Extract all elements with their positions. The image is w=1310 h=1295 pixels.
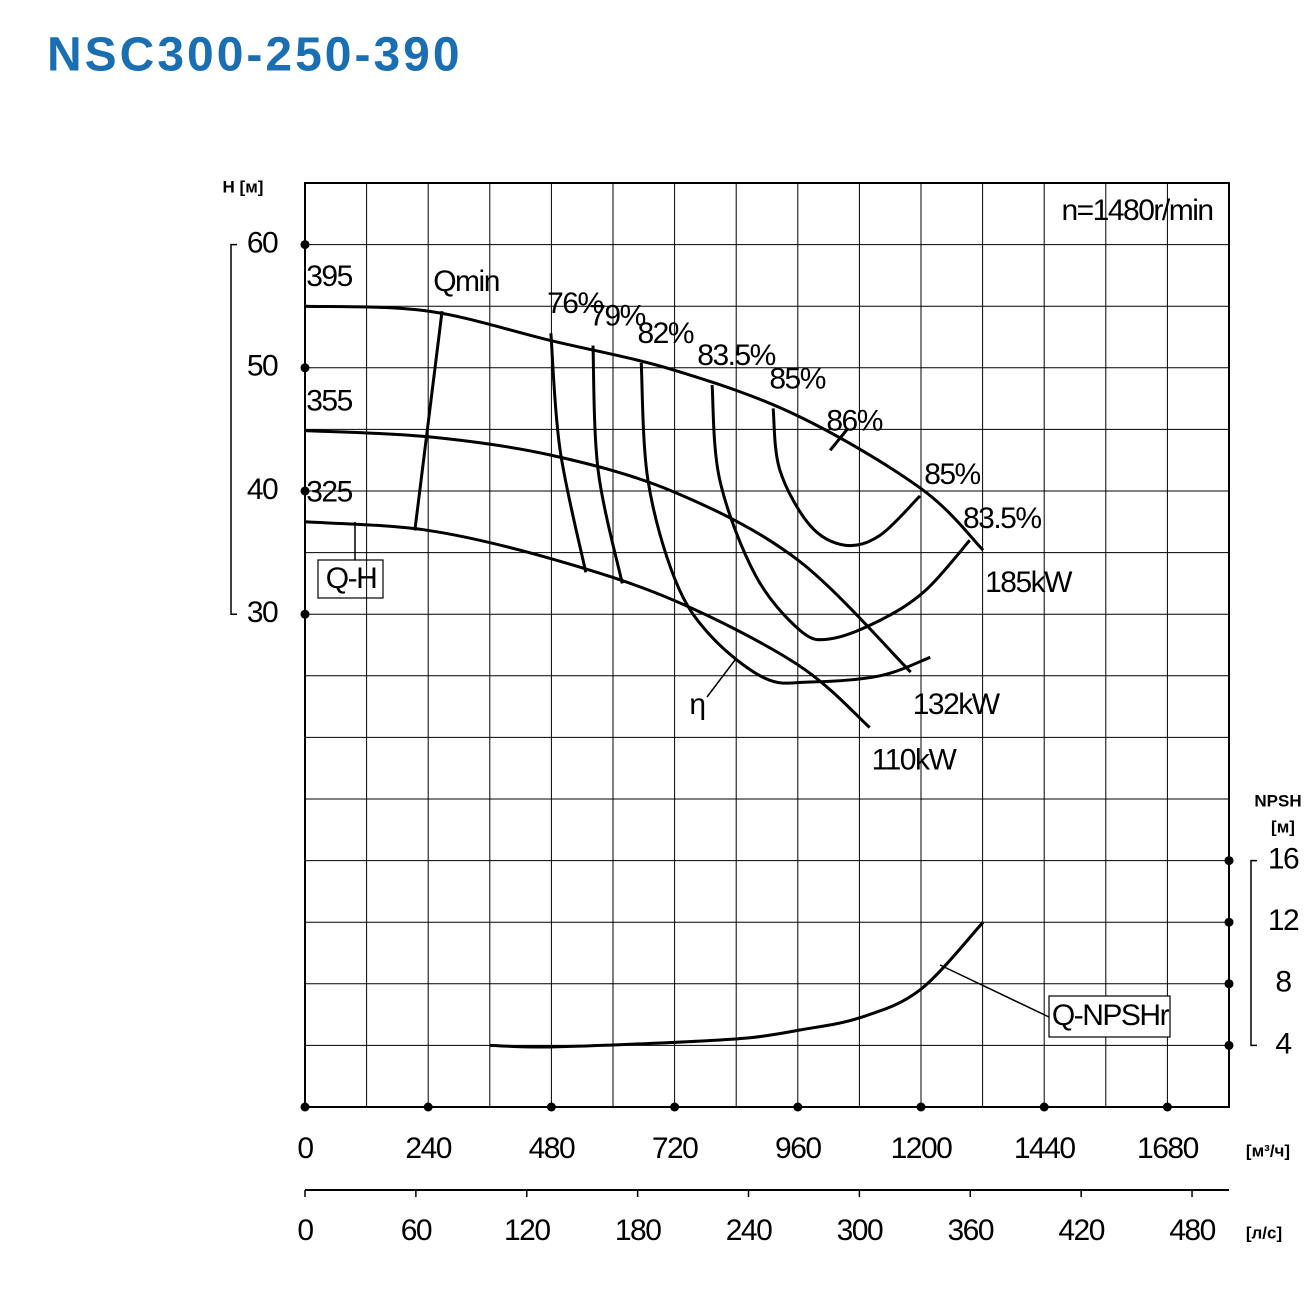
series-label: 355 (306, 385, 352, 418)
series-end-label: 85% (924, 458, 980, 491)
y-tick-dot (300, 240, 310, 250)
curve (304, 429, 912, 674)
x-tick-dot (300, 1102, 310, 1112)
y-tick-dot (300, 486, 310, 496)
x2-axis-label: [л/с] (1246, 1223, 1282, 1242)
eta-leader (706, 659, 736, 698)
series-label: 395 (306, 260, 352, 293)
y2-axis-label: NPSH (1254, 791, 1301, 810)
curve (549, 333, 588, 573)
y2-tick-dot (1224, 856, 1234, 866)
power-label: 132kW (913, 688, 1001, 721)
series-label: 83.5% (697, 339, 775, 372)
curve (639, 362, 931, 685)
series-label: 79% (589, 300, 645, 333)
y-tick-label: 30 (247, 596, 278, 629)
x-tick-label: 720 (652, 1132, 698, 1165)
curve (710, 384, 971, 642)
y2-axis-bracket (1250, 859, 1257, 1047)
y2-axis-unit: [м] (1271, 817, 1295, 836)
series-label: Qmin (433, 265, 499, 298)
qh-box (317, 559, 384, 599)
x-tick-dot (423, 1102, 433, 1112)
power-label: 110kW (872, 743, 958, 776)
y2-tick-label: 8 (1275, 966, 1291, 999)
series-label: 82% (637, 317, 693, 350)
x-tick-label: 1200 (891, 1132, 953, 1165)
curve (304, 520, 871, 729)
power-label: 185kW (985, 566, 1073, 599)
series-label: 76% (547, 287, 603, 320)
series-label: 86% (826, 404, 882, 437)
speed-annotation: n=1480r/min (1061, 194, 1212, 227)
x-tick-dot (793, 1102, 803, 1112)
y-tick-label: 40 (247, 473, 278, 506)
y-axis-bracket (230, 243, 237, 615)
x2-tick-label: 180 (615, 1214, 661, 1247)
y2-tick-label: 4 (1275, 1027, 1291, 1060)
x2-tick-label: 480 (1169, 1214, 1215, 1247)
x-tick-label: 240 (405, 1132, 451, 1165)
x-tick-label: 0 (297, 1132, 313, 1165)
x2-tick-label: 60 (401, 1214, 432, 1247)
series-label: Q-NPSHr (1052, 999, 1170, 1032)
x-tick-label: 1440 (1014, 1132, 1076, 1165)
x-tick-label: 480 (529, 1132, 575, 1165)
series-label: 325 (306, 476, 352, 509)
curve (591, 345, 624, 584)
y2-tick-dot (1224, 1040, 1234, 1050)
series-end-label: 83.5% (963, 502, 1041, 535)
x-tick-dot (1162, 1102, 1172, 1112)
y2-tick-label: 12 (1268, 904, 1299, 937)
x-tick-dot (546, 1102, 556, 1112)
series-label: 85% (769, 362, 825, 395)
y-tick-dot (300, 609, 310, 619)
y-axis-label: H [м] (223, 177, 264, 196)
eta-label: η (689, 688, 704, 721)
y2-tick-dot (1224, 979, 1234, 989)
x-tick-label: 960 (775, 1132, 821, 1165)
x2-tick-label: 300 (837, 1214, 883, 1247)
curve (413, 310, 444, 531)
curve (304, 304, 985, 552)
x2-tick-label: 120 (504, 1214, 550, 1247)
npsh-leader (939, 964, 1050, 1018)
x2-tick-label: 240 (726, 1214, 772, 1247)
x-tick-label: 1680 (1137, 1132, 1199, 1165)
curve (489, 921, 985, 1049)
x-axis-label: [м³/ч] (1246, 1141, 1290, 1160)
y-tick-label: 50 (247, 350, 278, 383)
qh-label: Q-H (326, 562, 377, 595)
x-tick-dot (1039, 1102, 1049, 1112)
npsh-box (1048, 995, 1171, 1038)
y-tick-label: 60 (247, 227, 278, 260)
y2-tick-label: 16 (1268, 843, 1299, 876)
curve (828, 427, 850, 452)
x-tick-dot (670, 1102, 680, 1112)
y2-tick-dot (1224, 917, 1234, 927)
curve (771, 408, 922, 548)
chart-title: NSC300-250-390 (47, 29, 463, 82)
x-tick-dot (916, 1102, 926, 1112)
x2-tick-label: 0 (297, 1214, 313, 1247)
x2-tick-label: 360 (947, 1214, 993, 1247)
plot-frame (304, 182, 1230, 1108)
x2-tick-label: 420 (1058, 1214, 1104, 1247)
y-tick-dot (300, 363, 310, 373)
